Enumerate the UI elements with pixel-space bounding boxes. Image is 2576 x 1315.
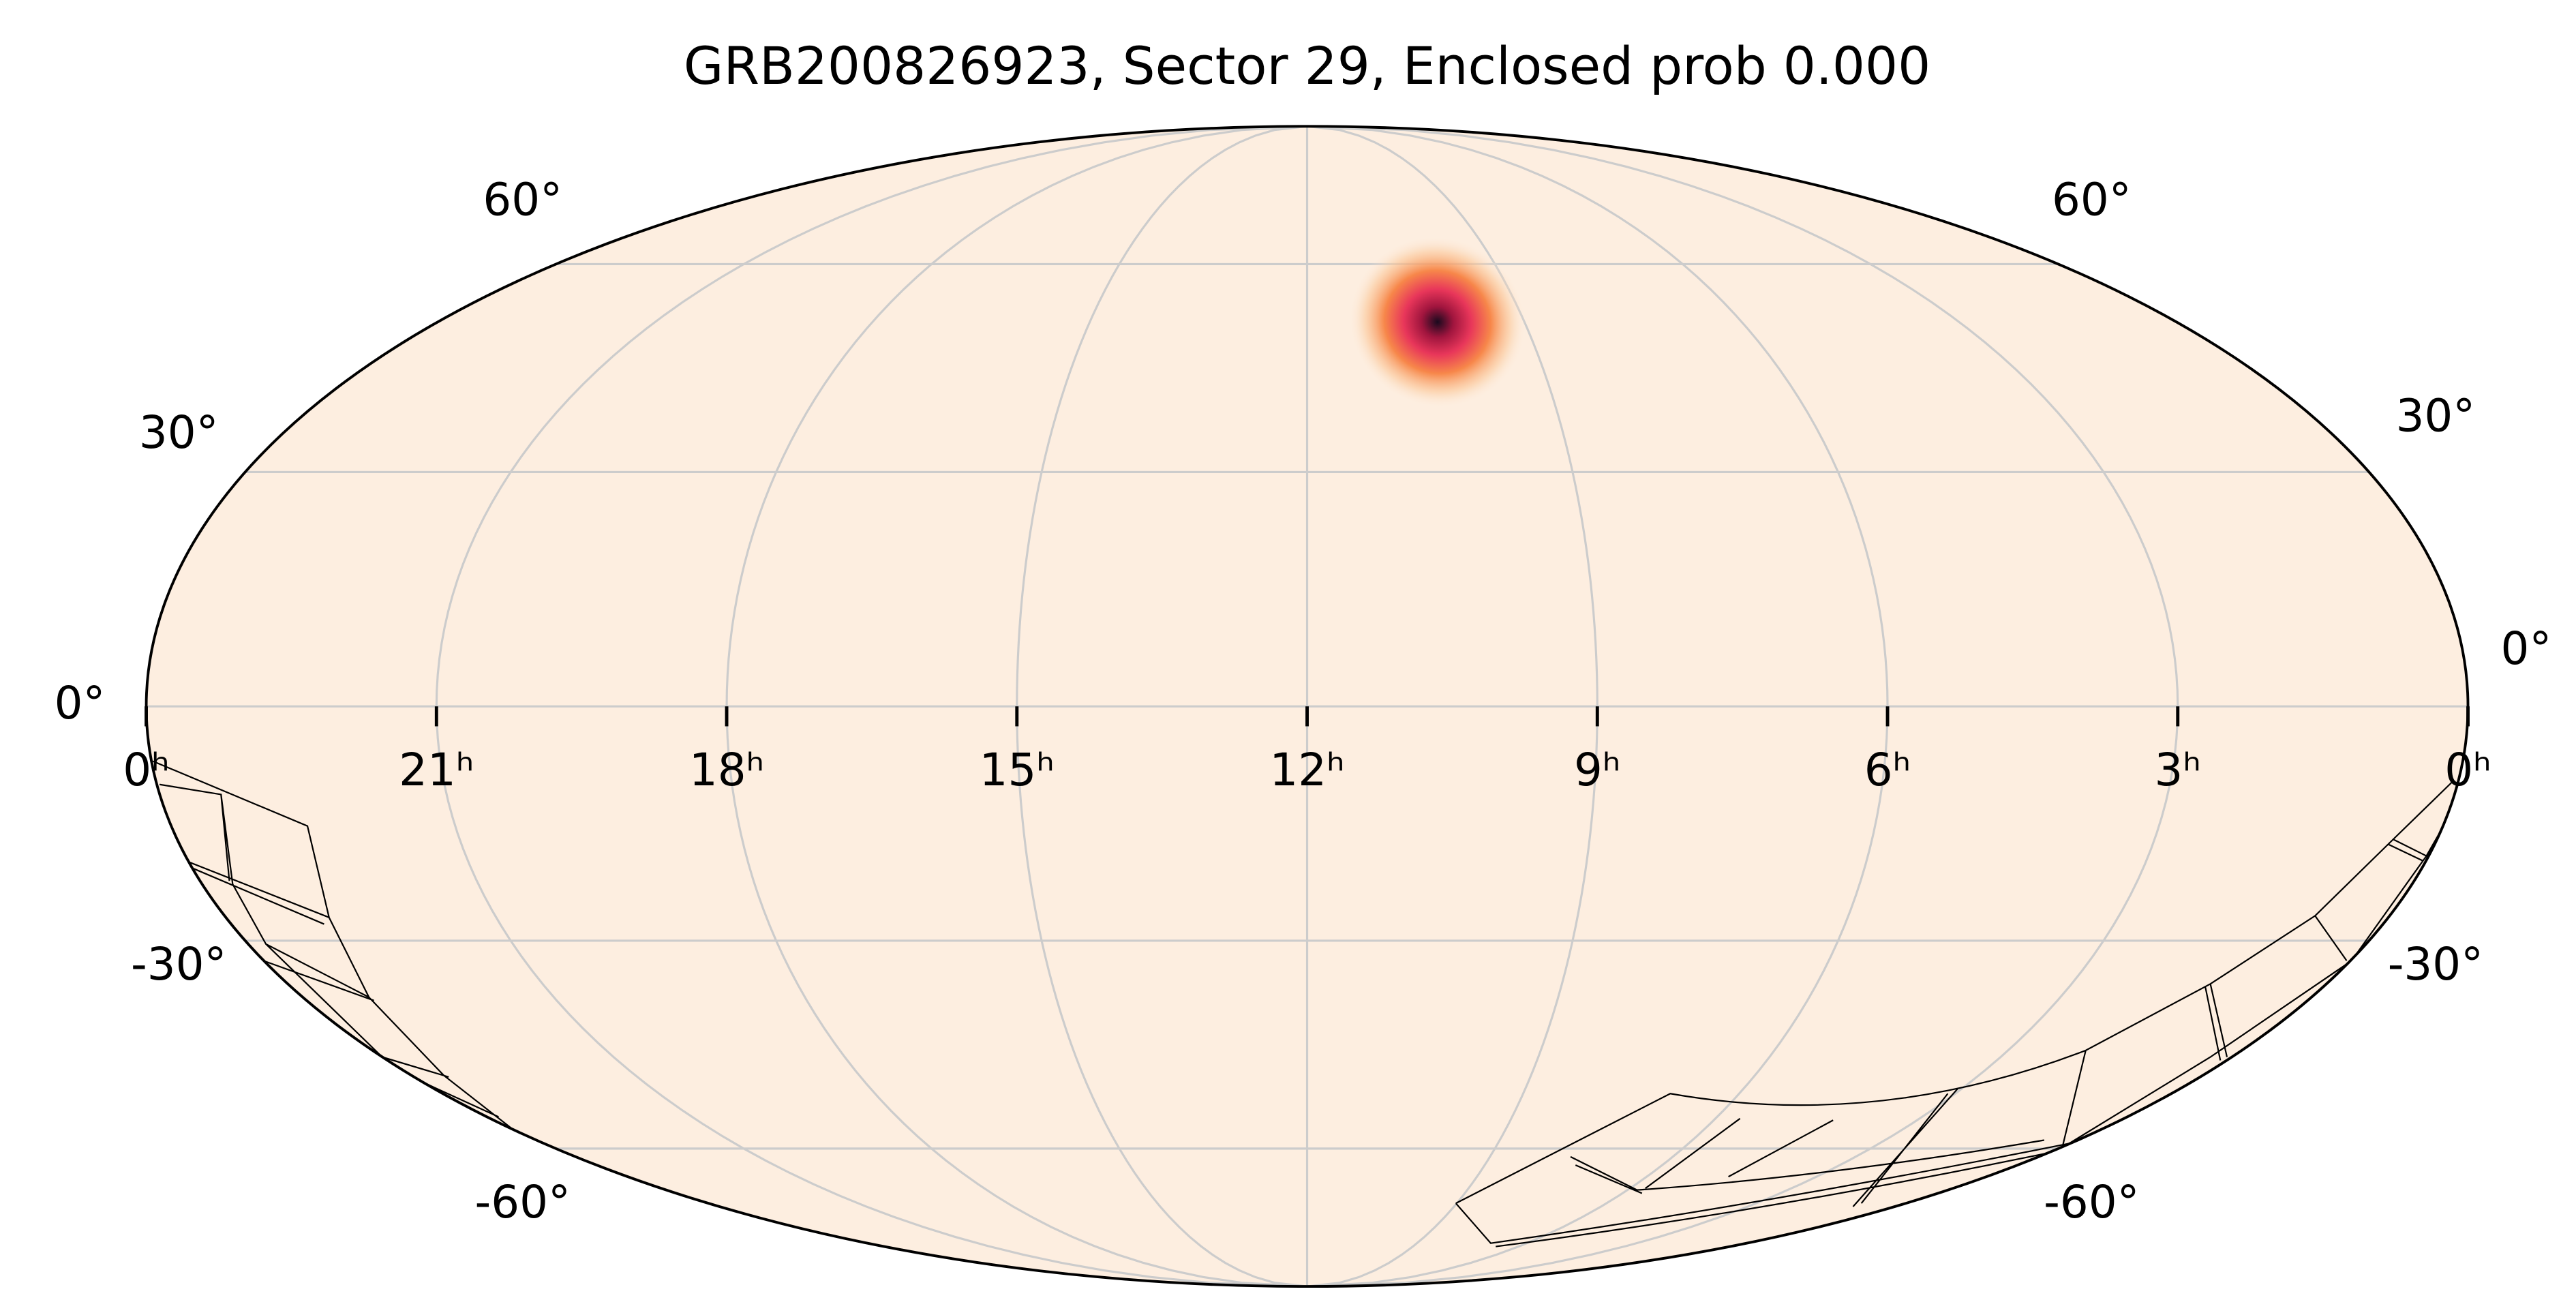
x-tick-label: 9ʰ xyxy=(1574,744,1620,796)
x-tick-label: 3ʰ xyxy=(2155,744,2201,796)
x-tick-label: 12ʰ xyxy=(1269,744,1344,796)
x-tick-label: 6ʰ xyxy=(1864,744,1911,796)
chart-title: GRB200826923, Sector 29, Enclosed prob 0… xyxy=(684,36,1930,96)
x-tick-label: 21ʰ xyxy=(399,744,474,796)
tick-labels: 0ʰ 21ʰ 18ʰ 15ʰ 12ʰ 9ʰ 6ʰ 3ʰ 0ʰ -60° -60° -30° -30° 0°… xyxy=(55,173,2552,1228)
y-tick-label: 0° xyxy=(2500,622,2551,675)
x-tick-label: 15ʰ xyxy=(980,744,1055,796)
y-tick-label: 30° xyxy=(139,406,219,459)
y-tick-label: -60° xyxy=(2044,1176,2139,1228)
y-tick-label: -30° xyxy=(131,938,226,991)
x-tick-label: 18ʰ xyxy=(689,744,764,796)
x-tick-label: 0ʰ xyxy=(123,744,169,796)
y-tick-label: 60° xyxy=(483,173,562,226)
x-tick-label: 0ʰ xyxy=(2444,744,2491,796)
y-tick-label: 0° xyxy=(55,677,106,729)
y-tick-label: 30° xyxy=(2396,389,2476,442)
y-tick-label: -30° xyxy=(2388,938,2483,991)
y-tick-label: 60° xyxy=(2052,173,2132,226)
y-tick-label: -60° xyxy=(475,1176,571,1228)
probability-blob xyxy=(1348,236,1526,408)
sector-footprints xyxy=(152,760,2461,1248)
marks xyxy=(1348,236,1526,408)
footprint xyxy=(1455,781,2461,1248)
